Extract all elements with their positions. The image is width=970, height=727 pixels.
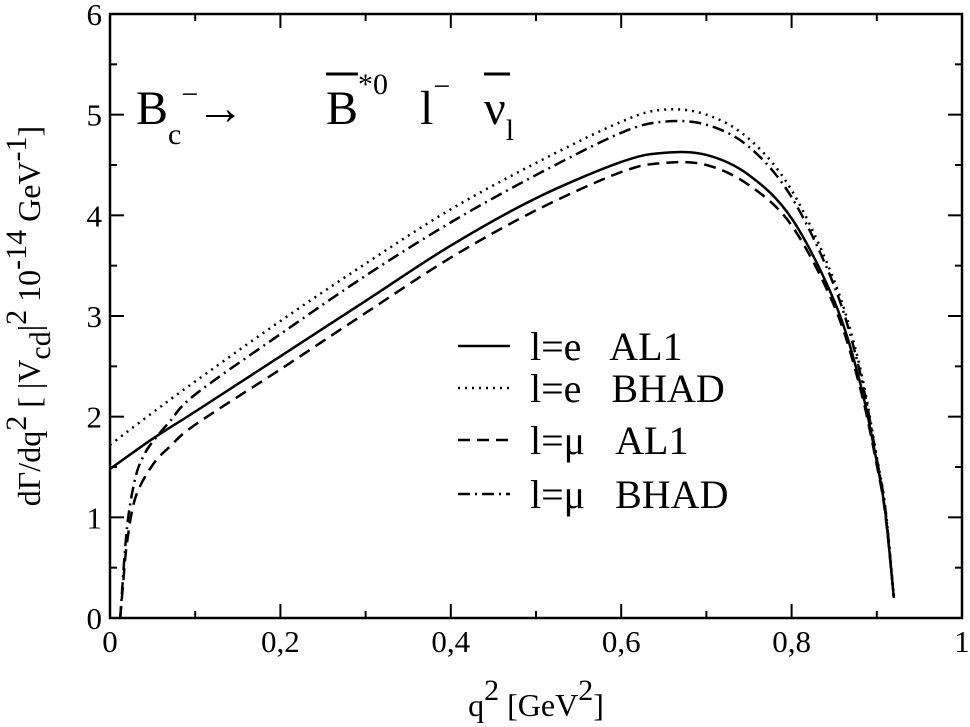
legend-label-mu-bhad: l=μ BHAD [530, 472, 728, 517]
legend: l=e AL1 l=e BHAD l=μ AL1 l=μ BHAD [458, 324, 728, 517]
x-tick-label: 0 [102, 624, 118, 659]
x-tick-label: 0,8 [772, 624, 811, 659]
series-line-e-bhad [109, 107, 896, 596]
x-tick-label: 0,6 [602, 624, 641, 659]
x-tick-label: 0,4 [431, 624, 470, 659]
series-line-e-al1 [109, 150, 896, 598]
y-tick-label: 1 [87, 500, 103, 535]
x-axis-label: q2 [GeV2] [468, 674, 604, 723]
x-tick-label: 1 [954, 624, 970, 659]
legend-label-e-bhad: l=e BHAD [530, 366, 725, 411]
y-tick-label: 5 [87, 98, 103, 133]
x-tick-label: 0,2 [261, 624, 300, 659]
axis-ticks [109, 13, 963, 619]
y-tick-label: 6 [87, 0, 103, 32]
y-tick-label: 0 [87, 601, 103, 636]
y-axis-label: dΓ/dq2 [ |Vcd|2 10-14 GeV-1] [0, 126, 57, 506]
tick-labels: 0 0,2 0,4 0,6 0,8 1 0 1 2 3 4 5 6 [87, 0, 970, 659]
y-tick-label: 2 [87, 400, 103, 435]
chart-title: Bc−→ B*0 l− νl [136, 68, 514, 151]
legend-label-e-al1: l=e AL1 [530, 324, 683, 369]
y-tick-label: 3 [87, 299, 103, 334]
series-line-mu-bhad [118, 119, 896, 619]
series-lines [109, 107, 896, 619]
legend-label-mu-al1: l=μ AL1 [530, 418, 688, 463]
y-tick-label: 4 [87, 198, 103, 233]
series-line-mu-al1 [118, 160, 896, 619]
